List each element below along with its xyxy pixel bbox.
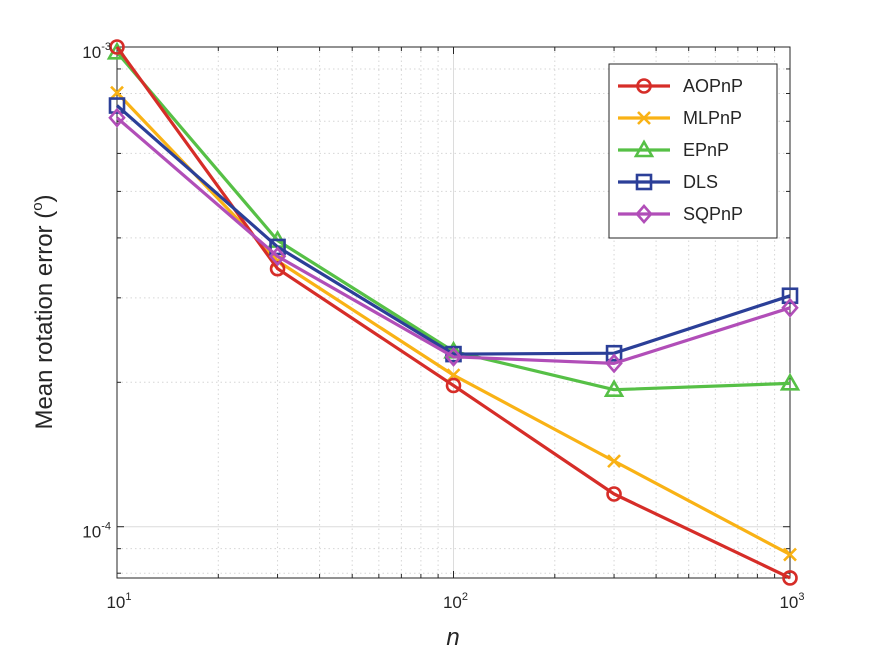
legend-marker-mlpnp bbox=[637, 111, 651, 125]
data-point-mlpnp bbox=[110, 85, 124, 100]
series-aopnp bbox=[109, 39, 798, 586]
series-line-dls bbox=[115, 104, 791, 356]
axis-tick-labels: 101 102 103 10-3 10-4 bbox=[82, 41, 804, 612]
y-axis-label-degree: o bbox=[29, 202, 46, 210]
data-point-aopnp bbox=[109, 39, 125, 55]
data-point-epnp bbox=[603, 379, 625, 398]
data-point-aopnp bbox=[782, 570, 798, 586]
legend-item-epnp: EPnP bbox=[618, 139, 729, 160]
legend-label-aopnp: AOPnP bbox=[683, 76, 743, 96]
data-point-sqpnp bbox=[444, 346, 463, 367]
axis-tick-marks bbox=[116, 46, 791, 578]
legend-item-sqpnp: SQPnP bbox=[618, 204, 743, 224]
legend-item-dls: DLS bbox=[618, 172, 718, 192]
y-axis-label-main: Mean rotation error ( bbox=[31, 211, 58, 430]
series-line-sqpnp bbox=[115, 116, 791, 365]
legend-label-epnp: EPnP bbox=[683, 140, 729, 160]
x-tick-label: 103 bbox=[779, 591, 804, 612]
legend-item-aopnp: AOPnP bbox=[618, 76, 743, 96]
data-point-dls bbox=[108, 97, 126, 114]
data-point-sqpnp bbox=[268, 246, 287, 267]
legend-label-dls: DLS bbox=[683, 172, 718, 192]
x-tick-label: 102 bbox=[443, 591, 468, 612]
y-axis-label: Mean rotation error (o) bbox=[29, 194, 58, 429]
legend-label-mlpnp: MLPnP bbox=[683, 108, 742, 128]
legend-marker-dls bbox=[635, 173, 653, 191]
data-point-dls bbox=[269, 238, 286, 256]
data-point-mlpnp bbox=[607, 454, 621, 469]
legend-marker-aopnp bbox=[636, 78, 652, 94]
data-point-aopnp bbox=[445, 377, 462, 394]
legend-label-sqpnp: SQPnP bbox=[683, 204, 743, 224]
legend-marker-sqpnp bbox=[635, 204, 653, 224]
data-point-sqpnp bbox=[605, 353, 623, 374]
series-dls bbox=[108, 97, 799, 363]
y-axis-label-close: ) bbox=[31, 194, 58, 202]
series-line-epnp bbox=[115, 51, 791, 392]
data-point-sqpnp bbox=[108, 107, 126, 128]
x-axis-label: n bbox=[446, 624, 459, 651]
series-sqpnp bbox=[108, 107, 799, 374]
data-point-aopnp bbox=[606, 486, 622, 502]
data-point-dls bbox=[605, 344, 623, 362]
data-point-sqpnp bbox=[781, 297, 799, 318]
data-point-aopnp bbox=[269, 260, 286, 277]
data-point-dls bbox=[781, 287, 799, 305]
data-point-epnp bbox=[779, 372, 801, 391]
y-tick-label: 10-4 bbox=[82, 521, 111, 542]
legend-item-mlpnp: MLPnP bbox=[618, 108, 742, 128]
data-point-mlpnp bbox=[783, 547, 797, 562]
y-tick-label: 10-3 bbox=[82, 41, 111, 62]
series-line-aopnp bbox=[115, 46, 791, 580]
legend: AOPnP MLPnP EPnP DLS SQPnP bbox=[608, 63, 778, 239]
x-tick-label: 101 bbox=[106, 591, 131, 612]
legend-marker-epnp bbox=[633, 139, 655, 158]
series-layer bbox=[106, 39, 801, 586]
